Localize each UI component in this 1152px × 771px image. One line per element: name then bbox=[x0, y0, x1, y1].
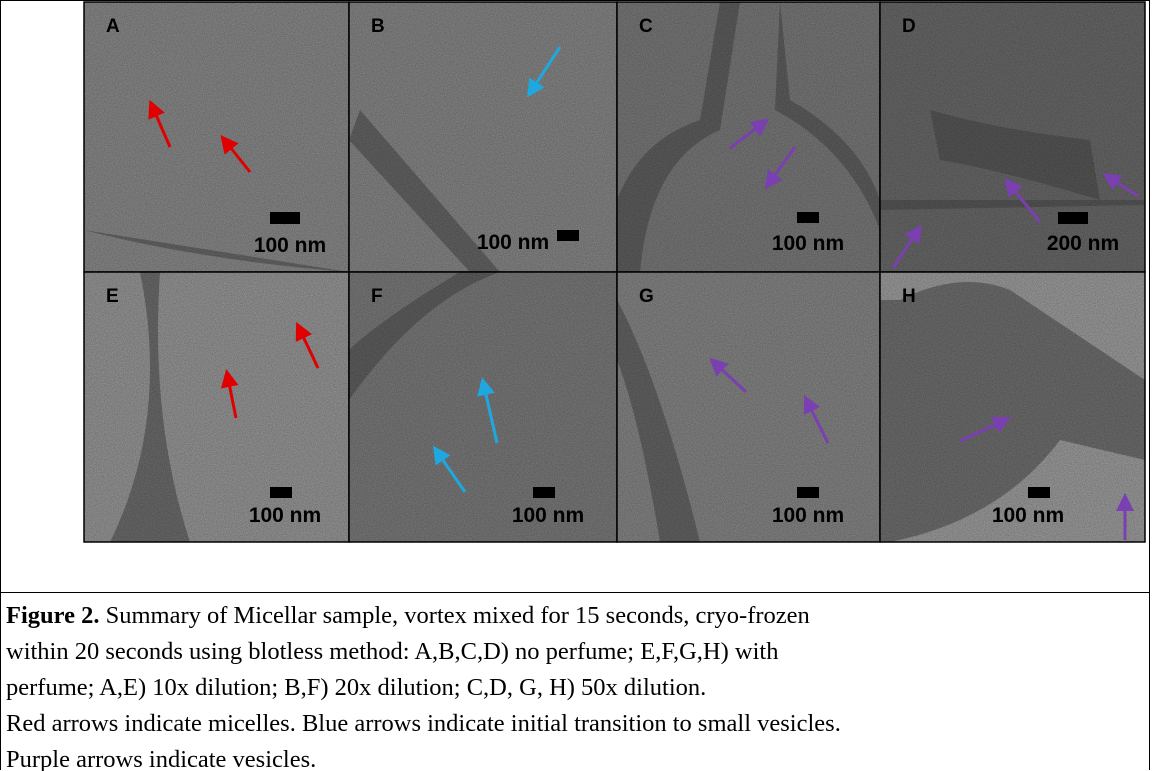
panel-label: F bbox=[371, 286, 383, 307]
arrow bbox=[764, 146, 797, 190]
grain bbox=[84, 272, 349, 542]
arrow bbox=[527, 46, 562, 98]
panel-label: G bbox=[639, 286, 654, 307]
arrow bbox=[432, 445, 467, 493]
arrow bbox=[709, 357, 748, 394]
grain bbox=[349, 272, 617, 542]
panel: E 100 nm bbox=[83, 271, 350, 543]
arrow bbox=[1102, 173, 1139, 198]
caption-line: within 20 seconds using blotless method:… bbox=[6, 634, 841, 670]
scale-label: 100 nm bbox=[254, 234, 326, 257]
caption-text: Summary of Micellar sample, vortex mixed… bbox=[99, 602, 810, 629]
panel: G 100 nm bbox=[616, 271, 881, 543]
panel-label: C bbox=[639, 16, 653, 37]
scale-bar bbox=[1058, 212, 1088, 224]
panel: H 100 nm bbox=[879, 271, 1146, 543]
arrow bbox=[295, 321, 320, 369]
scale-bar bbox=[533, 487, 555, 498]
panel-image: F 100 nm bbox=[349, 272, 617, 542]
panel: D 200 nm bbox=[879, 1, 1146, 273]
grain bbox=[880, 2, 1145, 272]
arrow bbox=[1004, 178, 1042, 223]
panel-label: A bbox=[106, 16, 120, 37]
arrow bbox=[220, 134, 252, 173]
grain bbox=[617, 272, 880, 542]
scale-bar bbox=[1028, 487, 1050, 498]
caption-text: Purple arrows indicate vesicles. bbox=[6, 746, 317, 771]
caption: Figure 2. Summary of Micellar sample, vo… bbox=[6, 598, 841, 771]
figure-panels: A 100 nm B 100 nm C 100 nm D 200 nm E 100 nm F 100 … bbox=[83, 1, 1146, 543]
caption-text: perfume; A,E) 10x dilution; B,F) 20x dil… bbox=[6, 674, 707, 701]
panel-image: B 100 nm bbox=[349, 2, 617, 272]
panel-image: D 200 nm bbox=[880, 2, 1145, 272]
grain bbox=[84, 2, 349, 272]
panel-label: E bbox=[106, 286, 119, 307]
panel: C 100 nm bbox=[616, 1, 881, 273]
caption-label: Figure 2. bbox=[6, 602, 100, 629]
scale-label: 100 nm bbox=[249, 504, 321, 527]
scale-label: 100 nm bbox=[992, 504, 1064, 527]
arrow bbox=[803, 394, 830, 444]
caption-line: Figure 2. Summary of Micellar sample, vo… bbox=[6, 598, 841, 634]
scale-label: 100 nm bbox=[772, 232, 844, 255]
caption-line: Red arrows indicate micelles. Blue arrow… bbox=[6, 706, 841, 742]
scale-label: 100 nm bbox=[512, 504, 584, 527]
scale-bar bbox=[797, 212, 819, 223]
arrow bbox=[729, 118, 770, 150]
caption-line: perfume; A,E) 10x dilution; B,F) 20x dil… bbox=[6, 670, 841, 706]
panel: A 100 nm bbox=[83, 1, 350, 273]
scale-bar bbox=[797, 487, 819, 498]
scale-label: 100 nm bbox=[772, 504, 844, 527]
caption-text: within 20 seconds using blotless method:… bbox=[6, 638, 779, 665]
arrow bbox=[477, 377, 499, 444]
panel-label: H bbox=[902, 286, 916, 307]
scale-bar bbox=[270, 212, 300, 224]
panel-label: D bbox=[902, 16, 916, 37]
arrow bbox=[148, 99, 172, 148]
panel-image: A 100 nm bbox=[84, 2, 349, 272]
panel-image: C 100 nm bbox=[617, 2, 880, 272]
panel-border bbox=[879, 271, 1146, 543]
arrow bbox=[220, 369, 239, 419]
panel: F 100 nm bbox=[348, 271, 618, 543]
scale-label: 200 nm bbox=[1047, 232, 1119, 255]
caption-text: Red arrows indicate micelles. Blue arrow… bbox=[6, 710, 841, 737]
grain bbox=[349, 2, 617, 272]
scale-bar bbox=[270, 487, 292, 498]
scale-bar bbox=[557, 230, 579, 241]
grain bbox=[880, 272, 1145, 542]
scale-label: 100 nm bbox=[477, 231, 549, 254]
caption-line: Purple arrows indicate vesicles. bbox=[6, 742, 841, 771]
grain bbox=[617, 2, 880, 272]
panel-label: B bbox=[371, 16, 385, 37]
panel-image: G 100 nm bbox=[617, 272, 880, 542]
separator bbox=[0, 592, 1150, 593]
arrow bbox=[891, 224, 922, 269]
panel: B 100 nm bbox=[348, 1, 618, 273]
arrow bbox=[959, 416, 1012, 443]
panel-image: E 100 nm bbox=[84, 272, 349, 542]
panel-image: H 100 nm bbox=[880, 272, 1145, 542]
